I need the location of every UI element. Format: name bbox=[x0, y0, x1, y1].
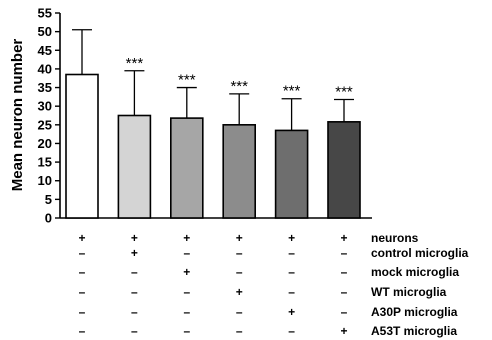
condition-label: mock microglia bbox=[371, 265, 459, 279]
significance-label: *** bbox=[126, 55, 144, 72]
bar bbox=[170, 117, 204, 219]
condition-symbol: – bbox=[341, 305, 348, 319]
condition-table: + + + + + + neurons– + – – – – control microglia– – + –… bbox=[78, 231, 468, 338]
condition-label: WT microglia bbox=[371, 285, 447, 299]
y-tick-label: 35 bbox=[38, 80, 52, 95]
significance-label: *** bbox=[335, 83, 353, 100]
condition-symbol: – bbox=[183, 246, 190, 260]
bar bbox=[222, 124, 256, 219]
y-tick-label: 50 bbox=[38, 24, 52, 39]
bar bbox=[274, 129, 309, 219]
condition-symbol: – bbox=[131, 285, 138, 299]
condition-symbol: – bbox=[131, 265, 138, 279]
condition-symbol: – bbox=[236, 246, 243, 260]
condition-symbol: + bbox=[340, 231, 347, 245]
condition-symbol: – bbox=[79, 265, 86, 279]
bars: *** *** *** *** *** bbox=[65, 29, 361, 219]
y-tick-label: 55 bbox=[38, 6, 52, 21]
y-tick-label: 40 bbox=[38, 61, 52, 76]
condition-symbol: – bbox=[341, 265, 348, 279]
bar bbox=[327, 121, 361, 219]
y-tick-label: 10 bbox=[38, 173, 52, 188]
condition-symbol: – bbox=[183, 324, 190, 338]
y-tick-label: 5 bbox=[45, 192, 52, 207]
condition-symbol: – bbox=[183, 305, 190, 319]
bar bbox=[117, 114, 152, 219]
y-tick-label: 20 bbox=[38, 136, 52, 151]
significance-label: *** bbox=[230, 78, 248, 95]
condition-label: A53T microglia bbox=[371, 324, 457, 338]
significance-label: *** bbox=[283, 83, 301, 100]
condition-symbol: – bbox=[288, 285, 295, 299]
condition-symbol: – bbox=[131, 305, 138, 319]
condition-symbol: – bbox=[183, 285, 190, 299]
condition-label: neurons bbox=[371, 231, 419, 245]
condition-symbol: – bbox=[236, 305, 243, 319]
condition-symbol: + bbox=[288, 231, 295, 245]
condition-symbol: – bbox=[288, 324, 295, 338]
y-tick-label: 25 bbox=[38, 117, 52, 132]
condition-symbol: – bbox=[288, 265, 295, 279]
y-axis-label: Mean neuron number bbox=[9, 39, 26, 192]
y-tick-label: 45 bbox=[38, 43, 52, 58]
significance-label: *** bbox=[178, 72, 196, 89]
condition-symbol: – bbox=[79, 305, 86, 319]
condition-symbol: + bbox=[131, 231, 138, 245]
y-tick-label: 30 bbox=[38, 99, 52, 114]
bar bbox=[65, 73, 99, 219]
condition-label: control microglia bbox=[371, 246, 469, 260]
condition-label: A30P microglia bbox=[371, 305, 458, 319]
condition-symbol: – bbox=[341, 246, 348, 260]
condition-symbol: + bbox=[78, 231, 85, 245]
condition-symbol: – bbox=[79, 285, 86, 299]
condition-symbol: – bbox=[79, 246, 86, 260]
condition-symbol: + bbox=[236, 285, 243, 299]
condition-symbol: – bbox=[341, 285, 348, 299]
y-tick-label: 15 bbox=[38, 155, 52, 170]
axes: 0 5 10 15 20 25 30 35 40 45 50 55 bbox=[38, 6, 372, 226]
condition-symbol: + bbox=[340, 324, 347, 338]
y-tick-label: 0 bbox=[45, 211, 52, 226]
condition-symbol: – bbox=[288, 246, 295, 260]
condition-symbol: – bbox=[79, 324, 86, 338]
condition-symbol: + bbox=[236, 231, 243, 245]
condition-symbol: + bbox=[183, 231, 190, 245]
condition-symbol: – bbox=[131, 324, 138, 338]
condition-symbol: + bbox=[183, 265, 190, 279]
condition-symbol: + bbox=[131, 246, 138, 260]
condition-symbol: – bbox=[236, 324, 243, 338]
condition-symbol: – bbox=[236, 265, 243, 279]
condition-symbol: + bbox=[288, 305, 295, 319]
